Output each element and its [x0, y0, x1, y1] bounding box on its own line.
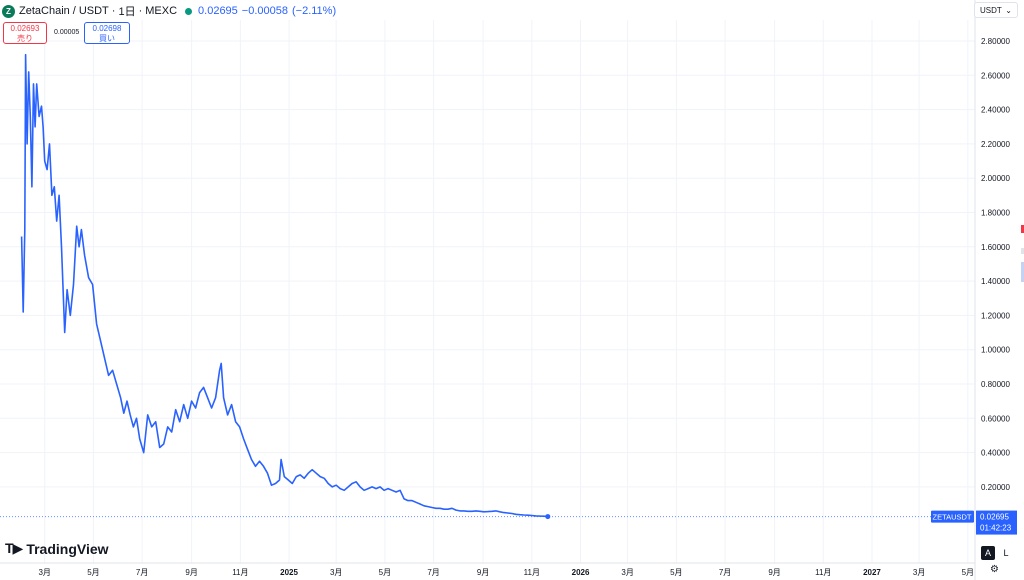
y-tick-label: 1.60000 — [981, 243, 1010, 252]
x-tick-label: 7月 — [136, 568, 148, 577]
edge-marker-blue — [1021, 262, 1024, 282]
chevron-down-icon: ⌄ — [1005, 5, 1012, 15]
log-scale-button[interactable]: L — [1003, 548, 1009, 558]
sell-price: 0.02693 — [10, 24, 40, 33]
y-tick-label: 2.20000 — [981, 140, 1010, 149]
price-series-line — [20, 53, 548, 518]
edge-marker-red — [1021, 225, 1024, 233]
symbol-tag-label: ZETAUSDT — [932, 513, 971, 522]
y-tick-label: 1.00000 — [981, 346, 1010, 355]
x-tick-label: 9月 — [768, 568, 780, 577]
currency-select-value: USDT — [980, 5, 1002, 15]
edge-marker-gray — [1021, 248, 1024, 254]
buy-price: 0.02698 — [92, 24, 122, 33]
tradingview-brand: TradingView — [26, 540, 109, 557]
y-tick-label: 2.40000 — [981, 106, 1010, 115]
exchange-label[interactable]: MEXC — [145, 5, 178, 17]
sell-button[interactable]: 0.02693 売り — [3, 22, 47, 44]
interval-label[interactable]: 1日 — [118, 6, 136, 18]
x-tick-label: 11月 — [815, 568, 831, 577]
tradingview-mark-icon: T▶ — [5, 540, 23, 556]
spread-value: 0.00005 — [54, 29, 80, 36]
y-tick-label: 1.40000 — [981, 277, 1010, 286]
x-tick-label: 5月 — [379, 568, 391, 577]
x-tick-label: 5月 — [962, 568, 974, 577]
price-tag — [976, 510, 1017, 535]
market-status-icon[interactable] — [185, 7, 193, 15]
y-tick-label: 0.60000 — [981, 414, 1010, 423]
x-tick-label: 11月 — [524, 568, 540, 577]
y-tick-label: 2.00000 — [981, 174, 1010, 183]
y-tick-label: 2.60000 — [981, 71, 1010, 80]
x-tick-label: 3月 — [621, 568, 633, 577]
auto-scale-button[interactable]: A — [981, 546, 995, 560]
x-tick-label: 3月 — [330, 568, 342, 577]
buy-button[interactable]: 0.02698 買い — [84, 22, 130, 44]
gear-icon[interactable]: ⚙ — [990, 564, 999, 575]
x-tick-label: 9月 — [185, 568, 197, 577]
x-tick-label: 5月 — [670, 568, 682, 577]
buy-label: 買い — [99, 34, 115, 43]
symbol-tag — [931, 510, 974, 523]
x-tick-label: 9月 — [477, 568, 489, 577]
x-tick-label: 5月 — [87, 568, 99, 577]
x-tick-label: 2025 — [280, 568, 298, 577]
symbol-name[interactable]: ZetaChain — [19, 5, 70, 17]
x-tick-label: 7月 — [427, 568, 439, 577]
x-tick-label: 3月 — [913, 568, 925, 577]
y-tick-label: 0.40000 — [981, 449, 1010, 458]
y-tick-label: 1.80000 — [981, 209, 1010, 218]
price-tag-value: 0.02695 — [980, 513, 1009, 522]
currency-select[interactable]: USDT ⌄ — [974, 2, 1018, 18]
exchange-separator: · — [138, 5, 143, 17]
y-tick-label: 1.20000 — [981, 311, 1010, 320]
y-tick-label: 0.20000 — [981, 483, 1010, 492]
x-tick-label: 3月 — [38, 568, 50, 577]
header-change: −0.00058 — [241, 5, 288, 17]
interval-separator: · — [111, 5, 116, 17]
y-tick-label: 2.80000 — [981, 37, 1010, 46]
x-tick-label: 11月 — [232, 568, 248, 577]
header-price: 0.02695 — [198, 5, 238, 17]
sell-label: 売り — [17, 34, 33, 43]
x-tick-label: 7月 — [719, 568, 731, 577]
y-tick-label: 0.80000 — [981, 380, 1010, 389]
symbol-separator: / — [72, 5, 76, 17]
header-change-pct: (−2.11%) — [291, 5, 337, 17]
price-tag-countdown: 01:42:23 — [980, 524, 1012, 533]
x-tick-label: 2027 — [863, 568, 881, 577]
symbol-header: Z ZetaChain / USDT · 1日 · MEXC 0.02695 −… — [2, 3, 336, 19]
zetachain-logo-icon: Z — [2, 4, 15, 18]
tradingview-logo[interactable]: T▶ TradingView — [5, 540, 109, 557]
last-point-marker — [545, 514, 551, 520]
x-tick-label: 2026 — [572, 568, 590, 577]
quote-currency[interactable]: USDT — [78, 5, 109, 17]
